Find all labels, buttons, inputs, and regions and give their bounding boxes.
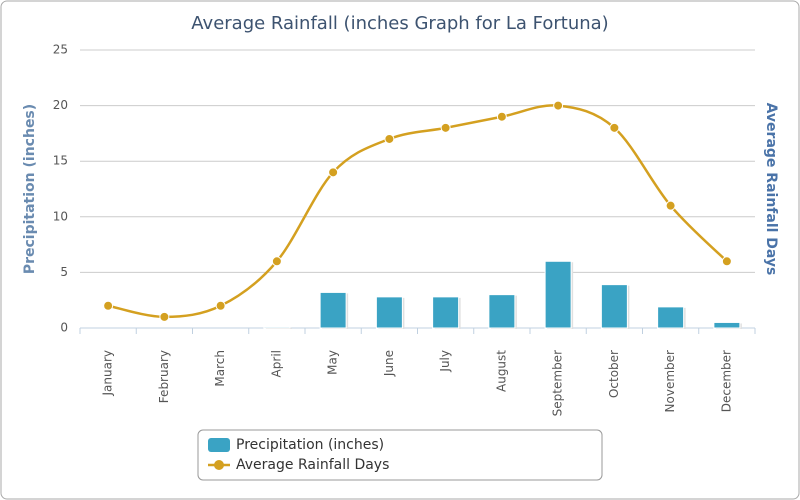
chart-title: Average Rainfall (inches Graph for La Fo… [191, 13, 608, 34]
line-marker [496, 111, 507, 122]
legend-swatch [208, 438, 230, 452]
x-tick-label: November [663, 350, 677, 412]
x-tick-label: April [269, 350, 283, 377]
bar [263, 326, 291, 329]
line-marker [215, 300, 226, 311]
x-tick-label: January [101, 350, 115, 397]
y-tick-label: 0 [60, 321, 68, 335]
line-marker [553, 100, 564, 111]
x-tick-label: February [157, 350, 171, 403]
x-tick-label: August [494, 350, 508, 392]
y-axis-label: Precipitation (inches) [22, 104, 38, 274]
line-marker [103, 300, 114, 311]
x-tick-label: July [438, 350, 452, 373]
bar [319, 291, 347, 329]
y-tick-label: 25 [53, 43, 68, 57]
x-tick-label: March [213, 350, 227, 387]
line-marker [665, 200, 676, 211]
line-marker [440, 122, 451, 133]
bar [600, 284, 628, 329]
y-tick-label: 15 [53, 154, 68, 168]
line-marker [384, 133, 395, 144]
x-tick-label: September [551, 350, 565, 416]
legend-swatch [214, 460, 224, 470]
line-marker [271, 256, 282, 267]
legend-label: Average Rainfall Days [236, 457, 389, 473]
bar [375, 296, 403, 329]
y2-axis-label: Average Rainfall Days [763, 103, 779, 276]
line-marker [328, 167, 339, 178]
bar [488, 294, 516, 329]
x-tick-label: October [607, 350, 621, 398]
bar [544, 260, 572, 329]
bar [432, 296, 460, 329]
legend [197, 429, 603, 481]
x-tick-label: May [326, 350, 340, 375]
y-tick-label: 10 [53, 209, 68, 223]
bar [657, 306, 685, 329]
legend-label: Precipitation (inches) [236, 437, 384, 453]
line-marker [721, 256, 732, 267]
y-tick-label: 5 [60, 265, 68, 279]
x-tick-label: December [719, 350, 733, 412]
x-tick-label: June [382, 350, 396, 377]
line-marker [159, 311, 170, 322]
bar [713, 321, 741, 329]
line-marker [609, 122, 620, 133]
y-tick-label: 20 [53, 98, 68, 112]
